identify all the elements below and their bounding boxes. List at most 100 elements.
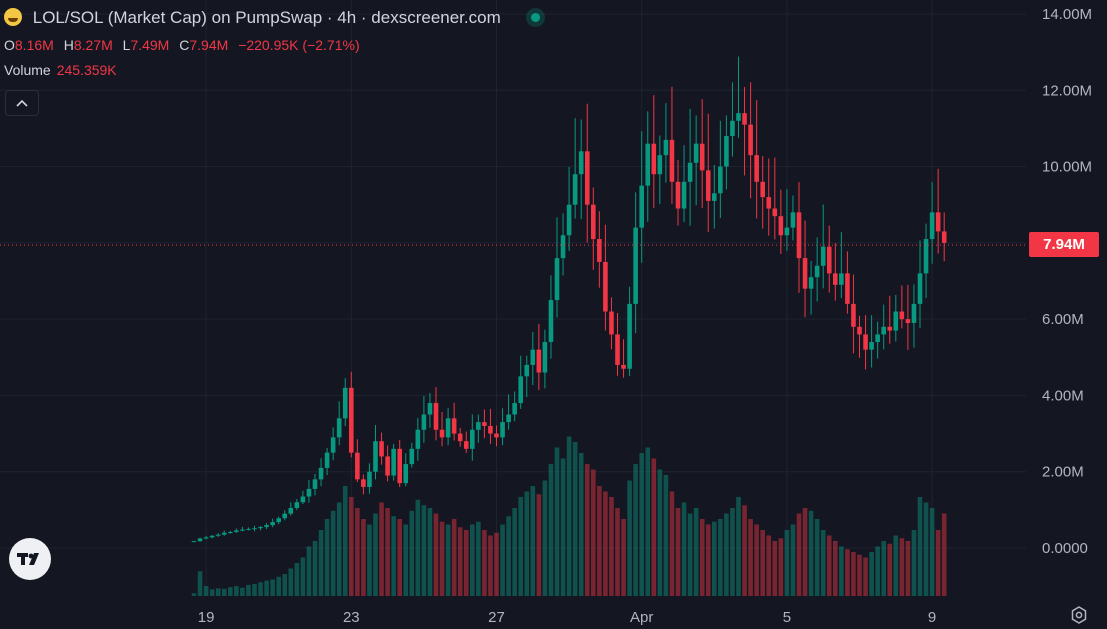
close-label: C	[179, 37, 190, 53]
candle-body	[246, 528, 251, 530]
candle-body	[312, 479, 318, 489]
candle-body	[409, 448, 415, 465]
candle-body	[391, 448, 396, 476]
volume-bar	[790, 524, 796, 596]
volume-bar	[506, 516, 511, 596]
volume-bar	[240, 587, 245, 596]
candle-body	[324, 452, 330, 468]
candle-body	[675, 181, 681, 209]
volume-bar	[524, 491, 530, 596]
volume-bar	[221, 588, 227, 596]
x-tick-label: Apr	[630, 609, 653, 626]
candle-body	[457, 433, 463, 442]
volume-bar	[342, 486, 348, 596]
candle-body	[718, 166, 723, 194]
grinning-face-icon	[4, 8, 22, 26]
candle-body	[530, 349, 536, 365]
tradingview-logo-icon[interactable]	[9, 538, 51, 580]
volume-bar	[282, 574, 288, 596]
volume-bar	[669, 491, 675, 596]
candle-body	[899, 311, 905, 320]
volume-bar	[300, 557, 306, 596]
volume-bar	[318, 530, 324, 596]
candle-body	[941, 231, 947, 243]
volume-bar	[754, 524, 759, 596]
candle-body	[524, 364, 530, 377]
volume-bar	[633, 464, 638, 596]
volume-bar	[833, 541, 838, 596]
candle-body	[693, 143, 699, 163]
collapse-legend-button[interactable]	[5, 90, 39, 116]
volume-bar	[397, 519, 402, 596]
volume-bar	[603, 491, 608, 596]
volume-bar	[530, 486, 536, 596]
volume-bar	[294, 563, 300, 596]
volume-bar	[463, 530, 469, 596]
candle-body	[681, 181, 687, 209]
volume-bar	[857, 554, 862, 596]
volume-bar	[869, 552, 874, 596]
tv-mark-icon	[17, 553, 39, 565]
candle-body	[766, 197, 772, 209]
volume-bar	[826, 535, 832, 596]
y-tick-label: 4.00M	[1042, 387, 1084, 404]
volume-bar	[427, 508, 433, 596]
candle-body	[760, 181, 765, 198]
volume-bar	[228, 587, 233, 596]
x-tick-label: 9	[928, 609, 936, 626]
candle-body	[911, 303, 917, 323]
candle-body	[639, 185, 644, 228]
chart-legend: LOL/SOL (Market Cap) on PumpSwap · 4h · …	[4, 6, 541, 30]
volume-bar	[421, 505, 427, 596]
candle-body	[209, 535, 215, 538]
x-tick-label: 23	[343, 609, 360, 626]
volume-bar	[324, 519, 330, 596]
volume-bar	[367, 524, 372, 596]
volume-bar	[778, 538, 784, 596]
volume-bar	[681, 502, 687, 596]
volume-bar	[887, 543, 893, 596]
candle-body	[663, 139, 669, 156]
candle-body	[645, 143, 651, 186]
volume-bar	[687, 513, 693, 596]
volume-bar	[288, 568, 294, 596]
candle-body	[548, 300, 554, 343]
candle-body	[215, 534, 221, 536]
volume-bar	[234, 586, 239, 596]
candle-body	[470, 429, 475, 449]
volume-bar	[699, 519, 705, 596]
candle-body	[300, 496, 306, 503]
chart-title: LOL/SOL (Market Cap) on PumpSwap · 4h · …	[32, 8, 501, 27]
volume-bar	[615, 508, 620, 596]
candle-body	[427, 403, 433, 415]
volume-bar	[627, 480, 632, 596]
candle-body	[893, 311, 899, 331]
volume-bar	[784, 530, 790, 596]
candle-body	[591, 204, 596, 240]
volume-bar	[409, 510, 415, 596]
volume-bar	[851, 552, 856, 596]
candle-body	[748, 124, 753, 156]
candle-body	[772, 208, 778, 217]
volume-bar	[772, 541, 778, 596]
volume-bar	[215, 588, 221, 596]
candle-body	[597, 239, 602, 262]
candle-body	[724, 136, 729, 167]
candle-body	[403, 464, 409, 484]
candle-body	[754, 155, 759, 182]
volume-bar	[591, 469, 596, 596]
volume-bar	[584, 464, 590, 596]
volume-bar	[258, 582, 263, 596]
candle-body	[802, 258, 808, 289]
candle-body	[252, 528, 257, 530]
volume-bar	[705, 524, 711, 596]
candle-body	[778, 216, 784, 236]
volume-bar	[645, 447, 651, 596]
y-tick-label: 12.00M	[1042, 82, 1092, 99]
volume-bar	[639, 453, 644, 596]
settings-gear-icon[interactable]	[1068, 604, 1090, 626]
x-tick-label: 5	[783, 609, 791, 626]
candle-body	[929, 212, 935, 240]
